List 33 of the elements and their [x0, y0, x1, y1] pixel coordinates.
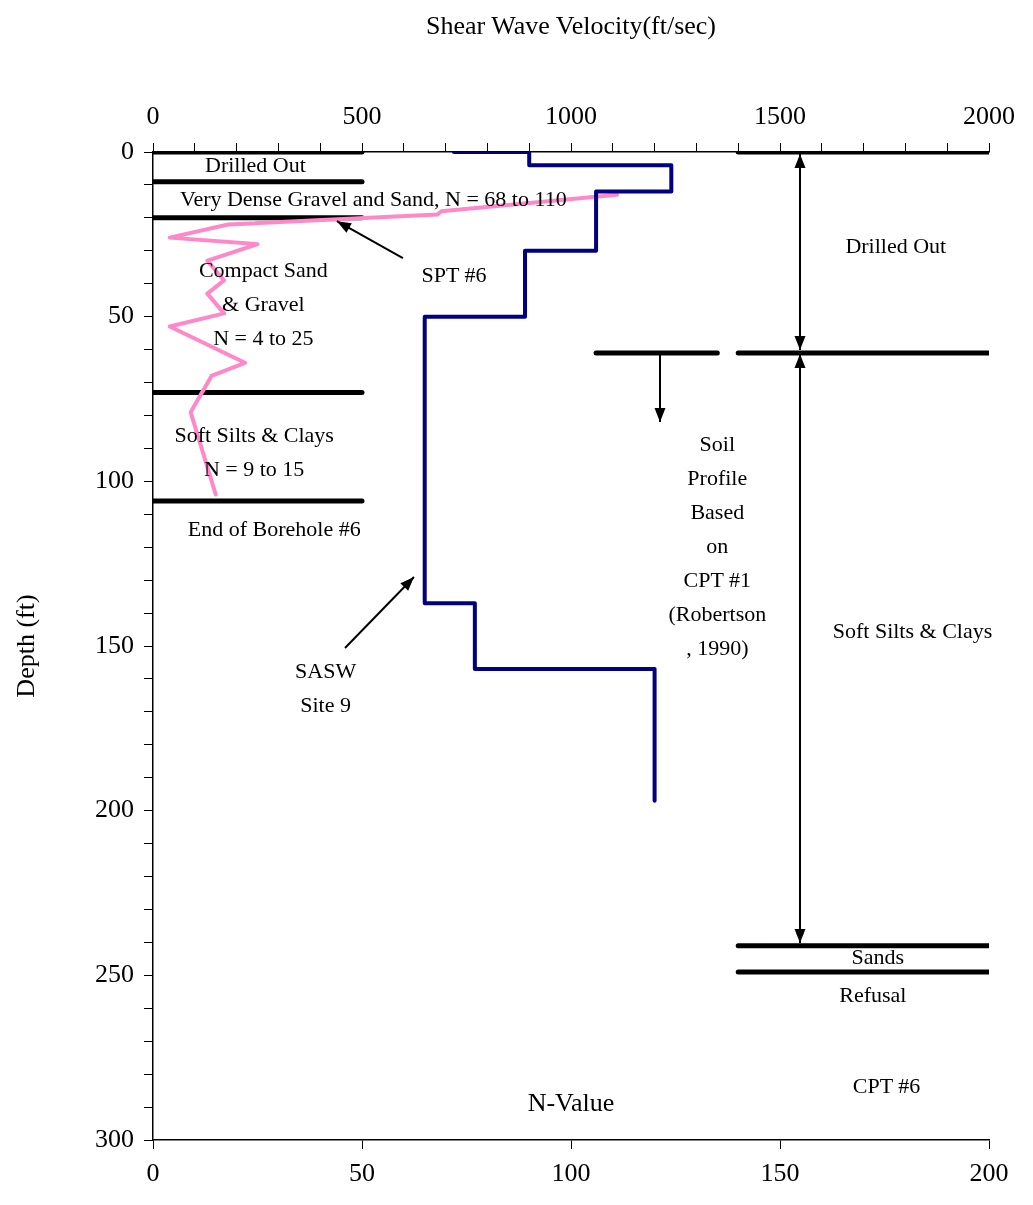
x2-tick-label: 1500 — [754, 101, 806, 131]
y-tick-label: 50 — [108, 300, 134, 330]
annotation: Refusal — [839, 981, 907, 1007]
y-axis-title: Depth (ft) — [11, 594, 41, 698]
x-tick-label: 150 — [760, 1158, 800, 1188]
x2-tick-label: 500 — [342, 101, 382, 131]
annotation: Soft Silts & Clays — [832, 617, 993, 643]
x-tick-label: 100 — [551, 1158, 591, 1188]
x2-tick-label: 0 — [146, 101, 160, 131]
annotation: Very Dense Gravel and Sand, N = 68 to 110 — [179, 185, 567, 211]
annotation: CPT #6 — [852, 1073, 921, 1099]
annotation: Drilled Out — [205, 151, 306, 177]
x-tick-label: 0 — [146, 1158, 160, 1188]
x2-tick-label: 1000 — [545, 101, 597, 131]
y-tick-label: 200 — [95, 794, 134, 824]
annotation: SASW Site 9 — [295, 657, 357, 717]
y-tick-label: 0 — [121, 135, 134, 165]
y-tick-label: 150 — [95, 629, 134, 659]
annotation: Sands — [851, 943, 905, 969]
x-axis-title: N-Value — [527, 1087, 615, 1117]
x2-axis-title: Shear Wave Velocity(ft/sec) — [425, 11, 717, 41]
x-tick-label: 200 — [969, 1158, 1009, 1188]
annotation: Drilled Out — [845, 233, 947, 259]
annotation: Compact Sand & Gravel N = 4 to 25 — [198, 256, 328, 350]
annotation: SPT #6 — [421, 261, 487, 287]
x2-tick-label: 2000 — [963, 101, 1015, 131]
annotation: End of Borehole #6 — [187, 515, 361, 541]
y-tick-label: 300 — [95, 1123, 134, 1153]
y-tick-label: 250 — [95, 959, 134, 989]
annotation: Soil Profile Based on CPT #1 (Robertson , 1990) — [668, 430, 767, 660]
y-tick-label: 100 — [95, 465, 134, 495]
x-tick-label: 50 — [349, 1158, 375, 1188]
annotation: Soft Silts & Clays N = 9 to 15 — [174, 421, 334, 481]
